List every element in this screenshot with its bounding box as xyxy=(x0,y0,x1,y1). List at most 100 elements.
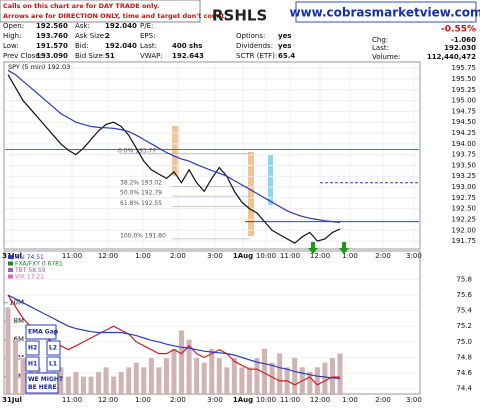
y-tick-label: 194.25 xyxy=(452,129,477,137)
y-tick-label: 195.25 xyxy=(452,86,477,94)
volume-bar xyxy=(262,348,268,395)
volume-bar xyxy=(239,367,245,395)
x-tick-label: 3:00 xyxy=(207,396,223,404)
volume-bar xyxy=(186,339,192,395)
header-cell: yes xyxy=(278,32,291,40)
summary-cell: -0.55% xyxy=(441,25,476,35)
y-tick-label: 6M xyxy=(14,336,25,344)
volume-bar xyxy=(171,348,177,395)
series-line xyxy=(7,69,341,224)
y2-tick-label: 74.8 xyxy=(456,353,472,361)
x-tick-label: 1:00 xyxy=(342,252,358,260)
header-cell: Open: xyxy=(3,22,24,30)
fib-label: 61.8% 192.55 xyxy=(120,200,162,207)
volume-bar xyxy=(292,358,298,395)
x-tick-label: 2:00 xyxy=(170,252,186,260)
y2-tick-label: 75.8 xyxy=(456,275,472,283)
volume-bar xyxy=(322,362,328,395)
summary-cell: Chg: xyxy=(372,36,388,44)
volume-bar xyxy=(314,367,320,395)
x-tick-label: 2:00 xyxy=(375,396,391,404)
volume-bar xyxy=(179,330,185,395)
arrow xyxy=(339,242,349,254)
volume-bar xyxy=(13,339,19,395)
note: H1 xyxy=(28,361,37,368)
price-panel xyxy=(3,61,421,250)
y2-tick-label: 75.2 xyxy=(456,322,472,330)
x-tick-label: 12:00 xyxy=(98,252,118,260)
y-tick-label: 193.50 xyxy=(452,161,477,169)
y-tick-label: 193.25 xyxy=(452,172,477,180)
summary-cell: Volume: xyxy=(372,53,400,61)
x-tick-label: 31Jul xyxy=(2,396,22,404)
volume-bar xyxy=(141,367,147,395)
x-tick-label: 12:00 xyxy=(98,396,118,404)
y-tick-label: 191.75 xyxy=(452,237,477,245)
y-tick-label: 193.00 xyxy=(452,183,477,191)
note-box xyxy=(25,340,40,356)
header-cell: SCTR (ETF): xyxy=(236,52,277,60)
legend: TBT 58.59 xyxy=(14,267,46,274)
summary-cell: 192.030 xyxy=(444,44,476,52)
x-tick-label: 10:00 xyxy=(256,396,276,404)
header-cell: 193.090 xyxy=(36,52,68,60)
note-box xyxy=(25,356,40,372)
header-cell: 2 xyxy=(105,32,110,40)
note: L2 xyxy=(49,345,57,352)
header-cell: VWAP: xyxy=(140,52,163,60)
volume-bar xyxy=(337,353,343,395)
volume-bar xyxy=(269,362,275,395)
volume-bar xyxy=(73,371,79,395)
x-tick-label: 3:00 xyxy=(406,252,422,260)
x-tick-label: 11:00 xyxy=(280,252,300,260)
x-tick-label: 12:00 xyxy=(310,252,330,260)
y-tick-label: 195.00 xyxy=(452,97,477,105)
header-cell: Last: xyxy=(140,42,157,50)
header-cell: 191.570 xyxy=(36,42,68,50)
header-cell: Ask: xyxy=(75,22,90,30)
header-cell: P/E: xyxy=(140,22,153,30)
summary-cell: 112,440,472 xyxy=(427,53,476,61)
volume-bar xyxy=(5,307,11,395)
volume-bar xyxy=(307,371,313,395)
volume-bar xyxy=(216,358,222,395)
x-tick-label: 10:00 xyxy=(256,252,276,260)
x-tick-label: 11:00 xyxy=(62,396,82,404)
legend: RSI 74.51 xyxy=(15,254,44,261)
y2-tick-label: 74.6 xyxy=(456,369,472,377)
x-tick-label: 12:00 xyxy=(310,396,330,404)
header-cell: 400 shs xyxy=(172,42,202,50)
note: WE MIGHT BE HERE. xyxy=(28,376,64,391)
x-tick-label: 3:00 xyxy=(207,252,223,260)
header-cell: 192.040 xyxy=(105,42,137,50)
y-tick-label: 4M xyxy=(14,354,25,362)
x-tick-label: 3:00 xyxy=(406,396,422,404)
series-line xyxy=(7,74,341,244)
y2-tick-label: 74.4 xyxy=(456,385,472,393)
highlight xyxy=(268,155,273,205)
y-tick-label: 194.50 xyxy=(452,118,477,126)
volume-bar xyxy=(156,367,162,395)
volume-bar xyxy=(224,367,230,395)
volume-bar xyxy=(254,358,260,395)
x-tick-label: 1Aug xyxy=(233,396,253,404)
note: H2 xyxy=(28,345,37,352)
y2-tick-label: 75.4 xyxy=(456,307,472,315)
fib-label: 50.0% 192.79 xyxy=(120,190,162,197)
volume-bar xyxy=(194,358,200,395)
volume-bar xyxy=(126,367,132,395)
x-tick-label: 2:00 xyxy=(170,396,186,404)
header-cell: 193.760 xyxy=(36,32,68,40)
header-cell: Bid Size: xyxy=(75,52,105,60)
highlight xyxy=(248,152,254,236)
notice: Calls on this chart are for DAY TRADE on… xyxy=(3,2,159,10)
y-tick-label: 10M xyxy=(9,299,24,307)
legend-swatch xyxy=(8,268,13,272)
summary-cell: -1.060 xyxy=(451,36,476,44)
volume-bar xyxy=(246,367,252,395)
volume-bar xyxy=(96,371,102,395)
x-tick-label: 2:00 xyxy=(375,252,391,260)
header-cell: Options: xyxy=(236,32,265,40)
summary-cell: Last: xyxy=(372,44,389,52)
